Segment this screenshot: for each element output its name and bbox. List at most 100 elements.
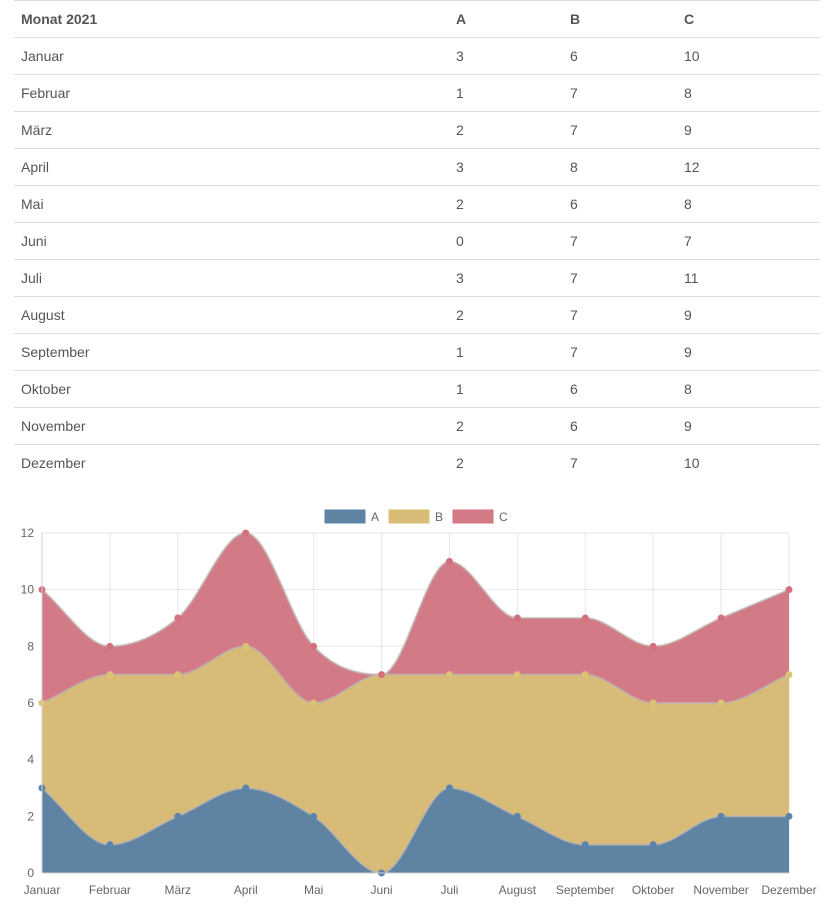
table-row: Juli 3 7 11 <box>14 259 820 297</box>
data-point-c <box>378 671 386 679</box>
cell-a: 3 <box>449 148 563 186</box>
table-row: März 2 7 9 <box>14 111 820 149</box>
cell-a: 1 <box>449 74 563 112</box>
x-tick-label: Dezember <box>761 883 816 897</box>
x-tick-label: Februar <box>89 883 131 897</box>
cell-b: 6 <box>563 37 677 75</box>
data-point-b <box>581 671 589 679</box>
cell-month: März <box>14 111 449 149</box>
cell-month: Oktober <box>14 370 449 408</box>
legend-label-c: C <box>499 510 508 524</box>
x-tick-label: April <box>234 883 258 897</box>
data-point-c <box>242 529 250 537</box>
y-tick-label: 2 <box>27 809 34 823</box>
cell-b: 6 <box>563 370 677 408</box>
cell-c: 11 <box>677 259 820 297</box>
y-tick-label: 12 <box>21 526 35 540</box>
data-point-c <box>649 642 657 650</box>
data-point-b <box>785 671 793 679</box>
column-header-a: A <box>449 0 563 38</box>
cell-month: Dezember <box>14 444 449 481</box>
table-row: Februar 1 7 8 <box>14 74 820 112</box>
cell-c: 10 <box>677 37 820 75</box>
cell-b: 7 <box>563 333 677 371</box>
cell-month: Juli <box>14 259 449 297</box>
cell-c: 7 <box>677 222 820 260</box>
column-header-b: B <box>563 0 677 38</box>
data-point-b <box>513 671 521 679</box>
cell-a: 0 <box>449 222 563 260</box>
x-tick-label: September <box>556 883 615 897</box>
cell-c: 12 <box>677 148 820 186</box>
x-tick-label: Januar <box>24 883 61 897</box>
cell-month: Januar <box>14 37 449 75</box>
cell-b: 6 <box>563 407 677 445</box>
table-row: November 2 6 9 <box>14 407 820 445</box>
cell-a: 3 <box>449 37 563 75</box>
data-point-a <box>445 784 453 792</box>
cell-c: 9 <box>677 333 820 371</box>
legend-swatch-b <box>388 509 430 524</box>
x-tick-label: Juni <box>371 883 393 897</box>
data-point-a <box>310 812 318 820</box>
cell-b: 7 <box>563 222 677 260</box>
cell-b: 7 <box>563 259 677 297</box>
cell-month: Juni <box>14 222 449 260</box>
column-header-c: C <box>677 0 820 38</box>
cell-a: 2 <box>449 444 563 481</box>
cell-a: 1 <box>449 370 563 408</box>
chart-svg: 0 2 4 6 8 10 12 Januar Februar März April Mai Juni Ju… <box>21 509 817 897</box>
cell-c: 9 <box>677 296 820 334</box>
data-point-b <box>242 642 250 650</box>
cell-a: 2 <box>449 296 563 334</box>
x-tick-label: November <box>693 883 748 897</box>
data-point-b <box>445 671 453 679</box>
cell-c: 9 <box>677 407 820 445</box>
cell-a: 3 <box>449 259 563 297</box>
cell-b: 7 <box>563 74 677 112</box>
y-tick-label: 4 <box>27 753 34 767</box>
data-point-c <box>106 642 114 650</box>
data-point-c <box>174 614 182 622</box>
cell-b: 7 <box>563 444 677 481</box>
data-point-a <box>581 841 589 849</box>
cell-c: 8 <box>677 370 820 408</box>
data-point-a <box>785 812 793 820</box>
cell-a: 1 <box>449 333 563 371</box>
legend-swatch-a <box>324 509 366 524</box>
table-row: September 1 7 9 <box>14 333 820 371</box>
area-chart: 0 2 4 6 8 10 12 Januar Februar März April Mai Juni Ju… <box>0 500 833 916</box>
data-point-a <box>513 812 521 820</box>
data-point-a <box>242 784 250 792</box>
data-table: Monat 2021 A B C Januar 3 6 10 Februar 1 7 8 Mär… <box>14 0 820 481</box>
cell-month: Februar <box>14 74 449 112</box>
cell-c: 10 <box>677 444 820 481</box>
legend-label-b: B <box>435 510 443 524</box>
series-line-a <box>41 786 789 875</box>
x-tick-label: Oktober <box>632 883 675 897</box>
table-row: Oktober 1 6 8 <box>14 370 820 408</box>
cell-a: 2 <box>449 407 563 445</box>
y-tick-label: 8 <box>27 639 34 653</box>
data-point-a <box>174 812 182 820</box>
data-point-c <box>310 642 318 650</box>
cell-b: 7 <box>563 111 677 149</box>
x-tick-label: August <box>499 883 537 897</box>
legend-swatch-c <box>452 509 494 524</box>
data-point-b <box>310 699 318 707</box>
cell-a: 2 <box>449 111 563 149</box>
cell-month: November <box>14 407 449 445</box>
cell-c: 8 <box>677 185 820 223</box>
data-point-b <box>106 671 114 679</box>
x-tick-label: März <box>164 883 191 897</box>
data-point-c <box>785 586 793 594</box>
cell-month: Mai <box>14 185 449 223</box>
table-row: August 2 7 9 <box>14 296 820 334</box>
data-point-c <box>445 557 453 565</box>
y-tick-label: 0 <box>27 866 34 880</box>
cell-b: 6 <box>563 185 677 223</box>
cell-b: 8 <box>563 148 677 186</box>
data-point-a <box>106 841 114 849</box>
y-tick-label: 10 <box>21 583 35 597</box>
cell-c: 8 <box>677 74 820 112</box>
